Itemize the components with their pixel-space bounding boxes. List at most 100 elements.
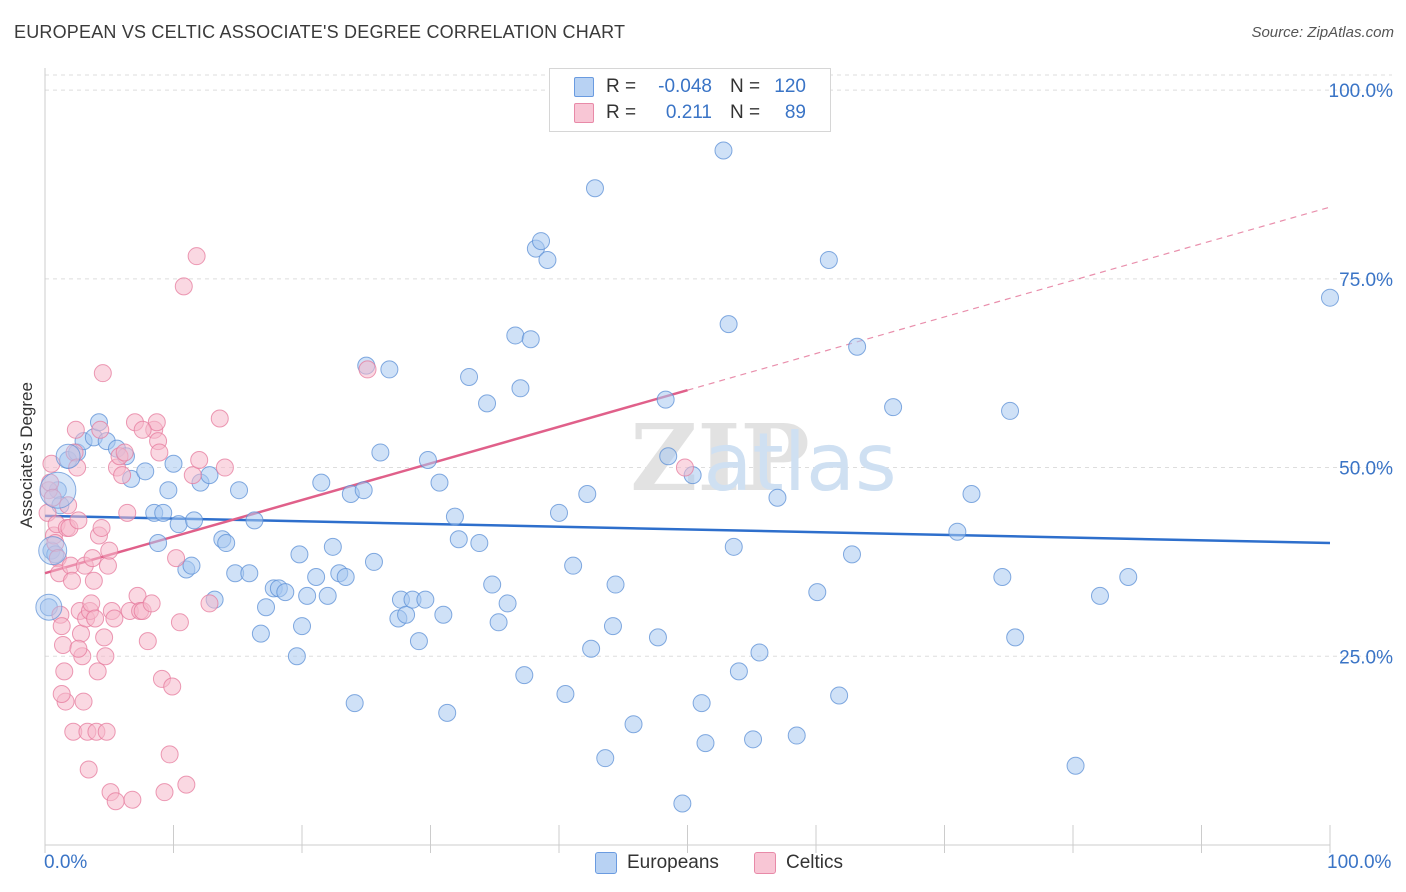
celtics-point bbox=[167, 549, 186, 568]
n-value: 120 bbox=[774, 76, 806, 97]
europeans-point bbox=[538, 250, 557, 269]
y-tick-label: 75.0% bbox=[1339, 270, 1393, 291]
europeans-point bbox=[312, 473, 331, 492]
europeans-point bbox=[298, 586, 317, 605]
europeans-point bbox=[744, 730, 763, 749]
europeans-point bbox=[434, 605, 453, 624]
europeans-point bbox=[460, 367, 479, 386]
europeans-point bbox=[240, 564, 259, 583]
celtics-point bbox=[52, 617, 71, 636]
europeans-point bbox=[603, 617, 622, 636]
celtics-point bbox=[123, 790, 142, 809]
chart-title: EUROPEAN VS CELTIC ASSOCIATE'S DEGREE CO… bbox=[14, 22, 626, 42]
europeans-point bbox=[276, 583, 295, 602]
europeans-point bbox=[430, 473, 449, 492]
y-tick-label: 100.0% bbox=[1329, 81, 1394, 102]
europeans-swatch bbox=[574, 77, 594, 97]
series-legend: Europeans Celtics bbox=[0, 852, 1406, 876]
celtics-point bbox=[43, 488, 62, 507]
correlation-legend: R = -0.048 N = 120 R = 0.211 N = 89 bbox=[549, 68, 831, 132]
europeans-cluster-point bbox=[35, 593, 63, 621]
x-tick-max: 100.0% bbox=[1327, 852, 1392, 873]
y-axis-label: Associate's Degree bbox=[17, 382, 36, 528]
europeans-point bbox=[257, 598, 276, 617]
celtics-point bbox=[150, 443, 169, 462]
europeans-point bbox=[750, 643, 769, 662]
celtics-point bbox=[113, 466, 132, 485]
celtics-point bbox=[133, 420, 152, 439]
europeans-point bbox=[696, 734, 715, 753]
europeans-point bbox=[290, 545, 309, 564]
europeans-point bbox=[768, 488, 787, 507]
celtics-point bbox=[79, 760, 98, 779]
celtics-point bbox=[74, 692, 93, 711]
celtics-point bbox=[183, 466, 202, 485]
europeans-point bbox=[506, 326, 525, 345]
europeans-point bbox=[364, 552, 383, 571]
celtics-point bbox=[55, 662, 74, 681]
y-tick-label: 25.0% bbox=[1339, 647, 1393, 668]
europeans-point bbox=[438, 703, 457, 722]
europeans-point bbox=[336, 568, 355, 587]
europeans-point bbox=[515, 666, 534, 685]
celtics-point bbox=[83, 549, 102, 568]
celtics-point bbox=[95, 628, 114, 647]
celtics-point bbox=[138, 632, 157, 651]
europeans-point bbox=[884, 398, 903, 417]
europeans-cluster-point bbox=[38, 536, 68, 566]
europeans-point bbox=[498, 594, 517, 613]
y-tick-labels: 100.0% 75.0% 50.0% 25.0% bbox=[1329, 81, 1394, 668]
europeans-point bbox=[1001, 401, 1020, 420]
r-label: R = bbox=[606, 76, 637, 97]
europeans-point bbox=[729, 662, 748, 681]
celtics-point bbox=[163, 677, 182, 696]
celtics-point bbox=[96, 647, 115, 666]
europeans-point bbox=[1066, 756, 1085, 775]
europeans-point bbox=[397, 605, 416, 624]
celtics-point bbox=[147, 413, 166, 432]
europeans-point bbox=[606, 575, 625, 594]
celtics-legend-label: Celtics bbox=[786, 852, 844, 873]
celtics-point bbox=[62, 571, 81, 590]
trend-lines bbox=[44, 206, 1331, 575]
europeans-point bbox=[169, 515, 188, 534]
europeans-point bbox=[724, 537, 743, 556]
legend-item-europeans[interactable]: Europeans bbox=[595, 852, 719, 874]
europeans-point bbox=[307, 568, 326, 587]
europeans-point bbox=[648, 628, 667, 647]
axes bbox=[44, 68, 1331, 853]
source-credit: Source: ZipAtlas.com bbox=[1251, 24, 1394, 41]
europeans-point bbox=[550, 503, 568, 522]
celtics-point bbox=[215, 458, 234, 477]
celtics-point bbox=[71, 624, 90, 643]
celtics-point bbox=[97, 722, 116, 741]
y-tick-label: 50.0% bbox=[1339, 459, 1393, 480]
celtics-point bbox=[100, 541, 119, 560]
europeans-point bbox=[1090, 586, 1109, 605]
europeans-point bbox=[445, 507, 464, 526]
x-tick-min: 0.0% bbox=[44, 852, 88, 873]
europeans-point bbox=[532, 232, 551, 251]
europeans-point bbox=[217, 534, 236, 553]
europeans-point bbox=[154, 503, 173, 522]
celtics-point bbox=[93, 364, 112, 383]
europeans-point bbox=[673, 794, 692, 813]
data-points bbox=[35, 141, 1339, 813]
europeans-point bbox=[136, 462, 155, 481]
europeans-point bbox=[819, 250, 838, 269]
europeans-cluster-point bbox=[55, 443, 81, 469]
europeans-point bbox=[521, 330, 540, 349]
legend-item-celtics[interactable]: Celtics bbox=[754, 852, 843, 874]
legend-row-celtics: R = 0.211 N = 89 bbox=[574, 101, 806, 125]
europeans-cluster-point bbox=[39, 471, 77, 509]
n-label: N = bbox=[730, 76, 761, 97]
celtics-point bbox=[200, 594, 219, 613]
celtics-point bbox=[42, 454, 61, 473]
europeans-point bbox=[409, 632, 428, 651]
europeans-point bbox=[418, 451, 437, 469]
legend-row-europeans: R = -0.048 N = 120 bbox=[574, 75, 806, 99]
europeans-point bbox=[164, 454, 183, 473]
europeans-point bbox=[251, 624, 270, 643]
europeans-point bbox=[656, 390, 675, 409]
n-value: 89 bbox=[784, 102, 806, 123]
